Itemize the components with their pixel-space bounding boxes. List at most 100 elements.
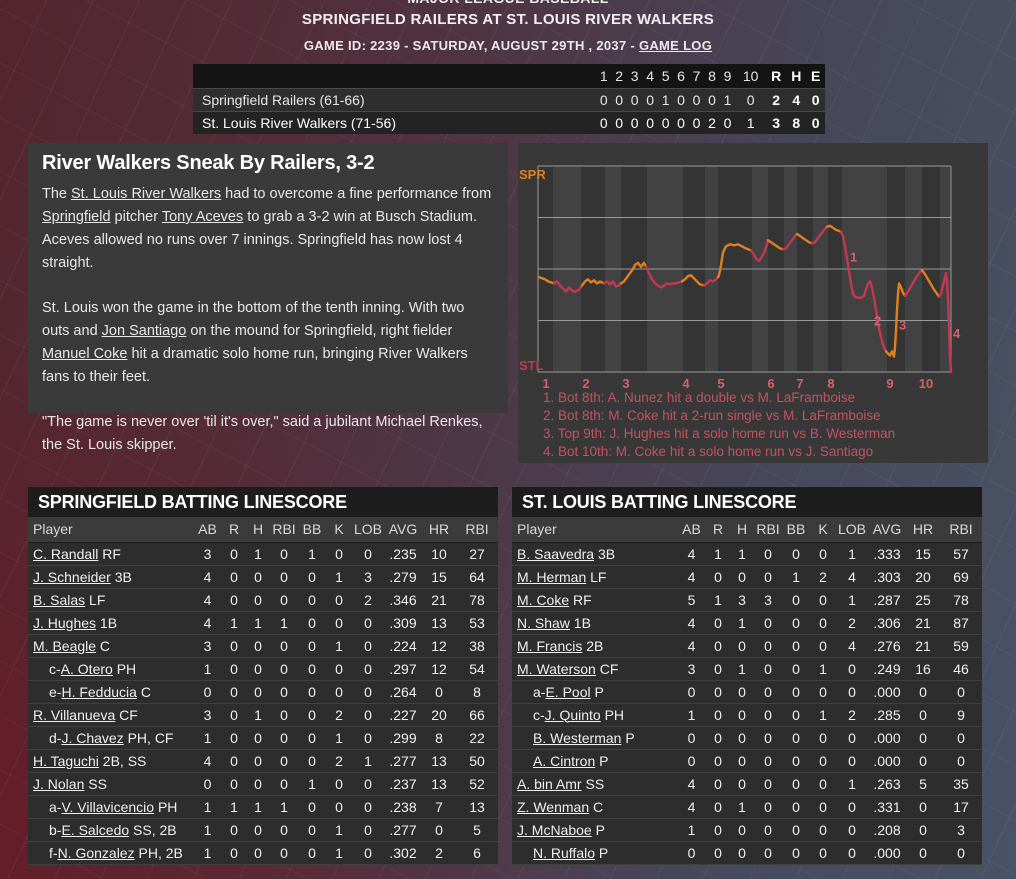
stat-cell: 3 — [687, 660, 696, 677]
stat-cell: 78 — [953, 591, 969, 608]
player-cell: C. Randall RF — [28, 542, 193, 565]
stat-cell: 0 — [738, 706, 746, 723]
stat-cell: 0 — [364, 775, 372, 792]
player-link[interactable]: N. Gonzalez — [57, 844, 135, 861]
player-link[interactable]: A. bin Amr — [517, 775, 582, 792]
player-link[interactable]: M. Beagle — [33, 637, 97, 654]
player-link[interactable]: R. Villanueva — [33, 706, 116, 723]
batting-row: a-E. Pool P 0 0 0 0 0 0 0.000 0 0 — [512, 680, 982, 703]
player-link[interactable]: E. Salcedo — [61, 821, 130, 838]
stat-cell: 2 — [335, 752, 343, 769]
stat-cell: 5 — [473, 821, 481, 838]
player-link[interactable]: M. Waterson — [517, 660, 596, 677]
stat-cell: 1 — [819, 660, 827, 677]
player-link[interactable]: A. Otero — [60, 660, 113, 677]
recap-article: River Walkers Sneak By Railers, 3-2 The … — [28, 143, 508, 453]
player-link[interactable]: J. McNaboe — [517, 821, 592, 838]
stat-cell: 22 — [469, 729, 485, 746]
stat-cell: .277 — [389, 821, 417, 838]
stat-cell: 0 — [792, 591, 800, 608]
stat-cell: 2 — [819, 568, 827, 585]
stat-cell: 0 — [254, 591, 262, 608]
stat-cell: 0 — [254, 683, 262, 700]
player-link[interactable]: H. Taguchi — [33, 752, 99, 769]
position-label: P — [621, 729, 635, 746]
stat-cell: .346 — [389, 591, 417, 608]
substitution-prefix: a- — [49, 798, 62, 815]
player-team-link[interactable]: Manuel Coke — [42, 346, 128, 362]
player-cell: a-V. Villavicencio PH — [28, 795, 193, 818]
stat-cell: 12 — [431, 660, 447, 677]
stat-cell: 0 — [254, 752, 262, 769]
stat-cell: 0 — [957, 729, 965, 746]
linescore-inning-header: 8 — [708, 67, 716, 84]
linescore-table: 1 2 3 4 5 6 7 8 9 10 R H E Springfield Railers (61-6… — [193, 64, 825, 134]
stat-cell: 0 — [714, 637, 722, 654]
stat-cell: 0 — [919, 729, 927, 746]
position-label: CF — [115, 706, 138, 723]
stat-cell: 4 — [687, 775, 696, 792]
inning-runs-cell: 1 — [746, 114, 755, 131]
player-link[interactable]: V. Villavicencio — [61, 798, 155, 815]
stat-cell: 0 — [792, 614, 800, 631]
player-cell: H. Taguchi 2B, SS — [28, 749, 193, 772]
stat-cell: 0 — [335, 614, 343, 631]
player-link[interactable]: A. Cintron — [533, 752, 596, 769]
linescore-team-row: St. Louis River Walkers (71-56) 0 0 0 0 0 0 0 2 0… — [193, 111, 825, 134]
stat-column-header: AVG — [388, 521, 418, 538]
game-log-link[interactable]: GAME LOG — [638, 38, 713, 53]
player-cell: a-E. Pool P — [512, 680, 677, 703]
player-link[interactable]: J. Nolan — [33, 775, 85, 792]
stat-cell: 4 — [203, 614, 212, 631]
batting-row: B. Salas LF 4 0 0 0 0 0 2.346 21 78 — [28, 588, 498, 611]
stat-cell: 0 — [764, 568, 772, 585]
stat-cell: 0 — [819, 683, 827, 700]
stat-cell: 2 — [848, 706, 856, 723]
batting-row: C. Randall RF 3 0 1 0 1 0 0.235 10 27 — [28, 542, 498, 565]
player-link[interactable]: H. Fedducia — [61, 683, 137, 700]
stat-cell: 0 — [280, 591, 288, 608]
stat-cell: 0 — [848, 798, 856, 815]
player-team-link[interactable]: St. Louis River Walkers — [71, 186, 222, 202]
stat-cell: 1 — [714, 591, 722, 608]
batting-header-row: Player AB R H RBI BB K LOB AVG HR RBI — [28, 517, 498, 542]
player-link[interactable]: J. Hughes — [33, 614, 97, 631]
player-link[interactable]: N. Shaw — [517, 614, 570, 631]
player-link[interactable]: B. Salas — [33, 591, 86, 608]
stat-cell: 1 — [203, 660, 212, 677]
player-link[interactable]: M. Herman — [517, 568, 587, 585]
player-link[interactable]: B. Westerman — [533, 729, 622, 746]
player-link[interactable]: N. Ruffalo — [533, 844, 595, 861]
stat-cell: 8 — [473, 683, 481, 700]
stat-cell: 0 — [957, 844, 965, 861]
player-cell: M. Herman LF — [512, 565, 677, 588]
batting-stats-table: Player AB R H RBI BB K LOB AVG HR RBI B. Saavedra … — [512, 517, 982, 865]
player-link[interactable]: J. Quinto — [544, 706, 601, 723]
player-link[interactable]: Z. Wenman — [517, 798, 590, 815]
stat-cell: 0 — [764, 821, 772, 838]
player-link[interactable]: M. Francis — [517, 637, 583, 654]
stat-cell: 0 — [364, 683, 372, 700]
stat-cell: 0 — [364, 614, 372, 631]
stat-cell: 53 — [469, 614, 485, 631]
stat-cell: 4 — [687, 568, 696, 585]
player-link[interactable]: J. Chavez — [61, 729, 124, 746]
player-link[interactable]: E. Pool — [545, 683, 591, 700]
stat-cell: 0 — [764, 637, 772, 654]
player-team-link[interactable]: Jon Santiago — [101, 323, 187, 339]
inning-runs-cell: 0 — [692, 91, 701, 108]
stat-cell: 6 — [473, 844, 481, 861]
substitution-prefix: b- — [49, 821, 62, 838]
player-link[interactable]: M. Coke — [517, 591, 570, 608]
stat-cell: 0 — [308, 706, 316, 723]
player-team-link[interactable]: Tony Aceves — [161, 209, 244, 225]
batting-row: e-H. Fedducia C 0 0 0 0 0 0 0.264 0 8 — [28, 680, 498, 703]
player-link[interactable]: C. Randall — [33, 545, 99, 562]
player-link[interactable]: B. Saavedra — [517, 545, 595, 562]
position-label: PH, 2B — [134, 844, 183, 861]
player-link[interactable]: J. Schneider — [33, 568, 111, 585]
batting-row: R. Villanueva CF 3 0 1 0 0 2 0.227 20 66 — [28, 703, 498, 726]
player-team-link[interactable]: Springfield — [42, 209, 111, 225]
stat-column-header: BB — [786, 521, 806, 538]
batting-row: A. Cintron P 0 0 0 0 0 0 0.000 0 0 — [512, 749, 982, 772]
